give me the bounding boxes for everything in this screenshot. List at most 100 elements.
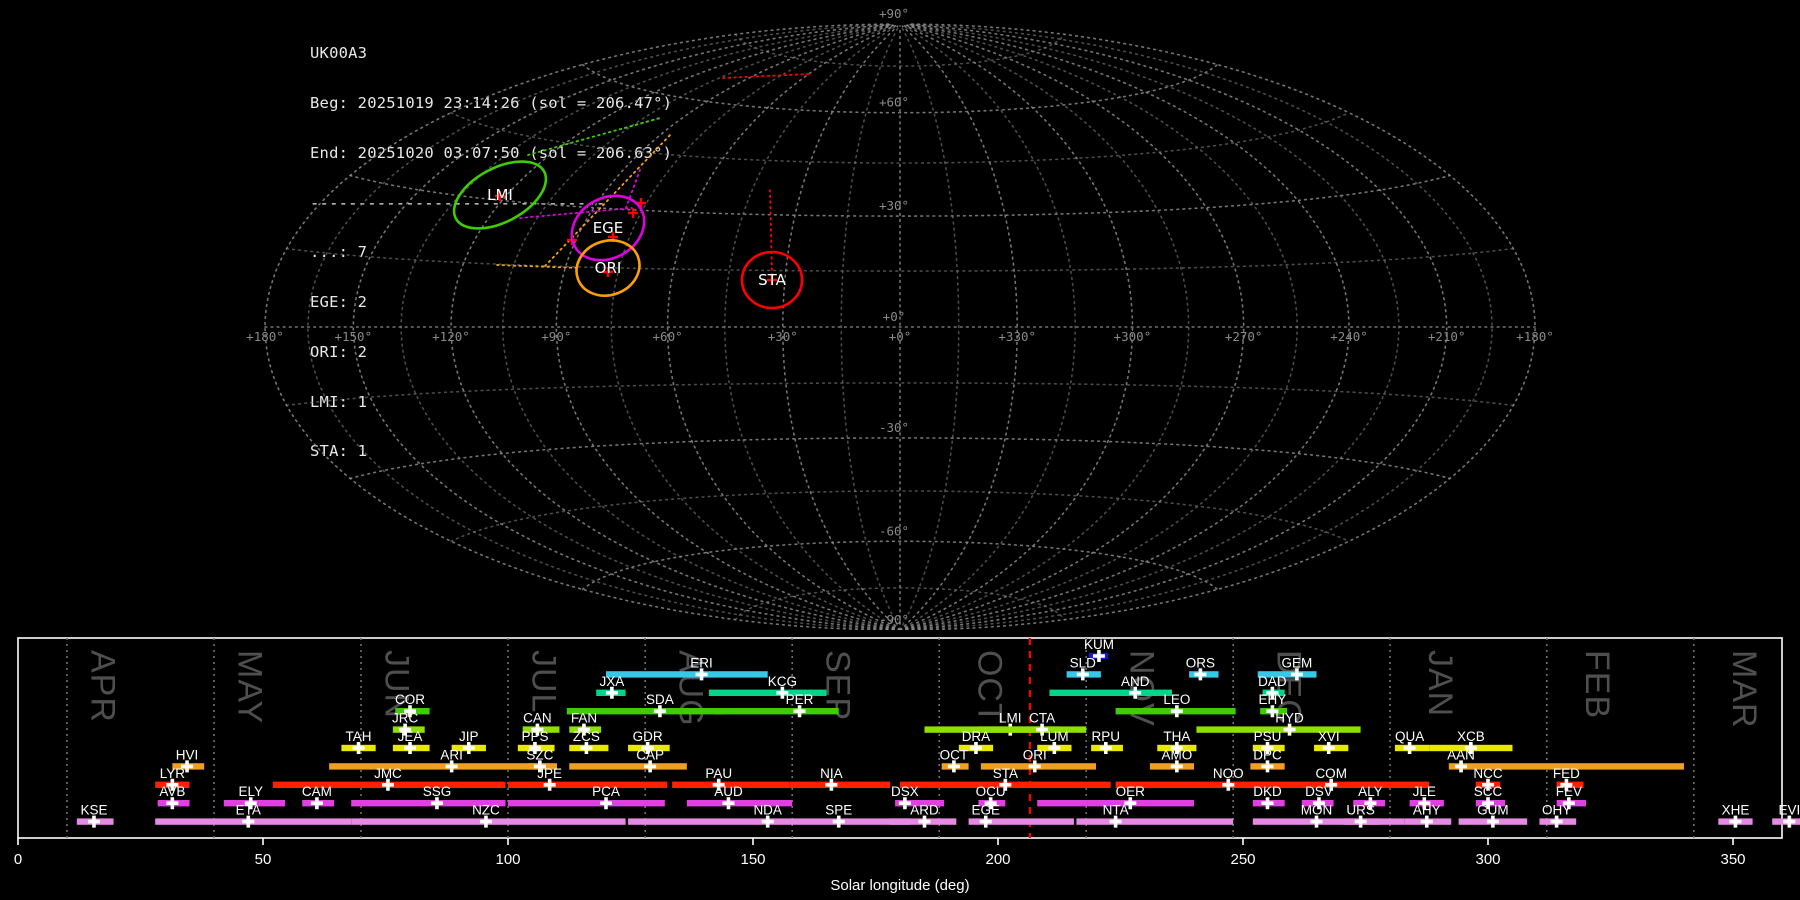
shower-pps[interactable]: PPS (517, 729, 555, 754)
shower-ege[interactable]: EGE (968, 803, 1074, 828)
shower-kum[interactable]: KUM (1084, 637, 1114, 662)
shower-bar[interactable] (924, 726, 1087, 733)
shower-dsv[interactable]: DSV (1301, 784, 1334, 810)
sky-map[interactable]: +180° +150° +120° +90° +60° +30° +0° +330° +300°… (0, 0, 1800, 630)
shower-bar[interactable] (968, 818, 1074, 825)
shower-cta[interactable]: CTA (924, 711, 1087, 736)
shower-szc[interactable]: SZC (526, 747, 557, 773)
shower-can[interactable]: CAN (522, 711, 560, 736)
shower-jmc[interactable]: JMC (272, 766, 506, 791)
shower-bar[interactable] (1196, 726, 1361, 733)
shower-ahy[interactable]: AHY (1404, 803, 1452, 828)
shower-jxa[interactable]: JXA (596, 674, 626, 699)
shower-noo[interactable]: NOO (1115, 766, 1312, 791)
radiant-ellipse[interactable] (740, 250, 804, 310)
shower-tha[interactable]: THA (1157, 729, 1197, 754)
shower-nta[interactable]: NTA (1076, 803, 1234, 828)
shower-per[interactable]: PER (713, 692, 839, 718)
shower-bar[interactable] (708, 689, 827, 696)
shower-rpu[interactable]: RPU (1091, 729, 1123, 754)
shower-xvi[interactable]: XVI (1314, 729, 1349, 754)
shower-nzc[interactable]: NZC (351, 803, 626, 828)
shower-hvi[interactable]: HVI (172, 747, 205, 773)
shower-jea[interactable]: JEA (392, 729, 430, 754)
shower-urs[interactable]: URS (1343, 803, 1381, 828)
shower-bar[interactable] (1049, 689, 1172, 696)
shower-fed[interactable]: FED (1553, 766, 1584, 791)
shower-ocu[interactable]: OCU (976, 784, 1006, 810)
shower-ncc[interactable]: NCC (1473, 766, 1503, 791)
shower-amo[interactable]: AMO (1149, 747, 1194, 773)
shower-bar[interactable] (508, 800, 665, 807)
shower-bar[interactable] (569, 763, 687, 770)
shower-sld[interactable]: SLD (1066, 655, 1101, 681)
shower-fan[interactable]: FAN (569, 711, 602, 736)
shower-leo[interactable]: LEO (1115, 692, 1236, 718)
shower-bar[interactable] (566, 708, 724, 715)
shower-com[interactable]: COM (1311, 766, 1430, 791)
shower-nia[interactable]: NIA (789, 766, 891, 791)
shower-activity-chart[interactable]: APR MAY JUN JUL AUG SEP OCT NOV DEC JAN FEB MAR KUM E… (0, 632, 1800, 900)
shower-eta[interactable]: ETA (155, 803, 352, 828)
shower-bar[interactable] (713, 708, 839, 715)
shower-aan[interactable]: AAN (1447, 747, 1684, 773)
shower-aud[interactable]: AUD (686, 784, 793, 810)
radiant-ege[interactable] (560, 183, 656, 273)
shower-bar[interactable] (686, 800, 793, 807)
shower-pau[interactable]: PAU (672, 766, 790, 791)
shower-eri[interactable]: ERI (606, 655, 768, 681)
shower-bar[interactable] (628, 818, 802, 825)
shower-sta[interactable]: STA (900, 766, 1111, 791)
shower-jip[interactable]: JIP (451, 729, 486, 754)
shower-kcg[interactable]: KCG (708, 674, 827, 699)
shower-nda[interactable]: NDA (628, 803, 802, 828)
shower-bar[interactable] (508, 781, 668, 788)
shower-bar[interactable] (329, 763, 550, 770)
shower-sda[interactable]: SDA (566, 692, 724, 718)
radiant-ori[interactable] (569, 232, 648, 305)
shower-dkd[interactable]: DKD (1252, 784, 1285, 810)
shower-evi[interactable]: EVI (1772, 803, 1800, 828)
shower-kse[interactable]: KSE (76, 803, 114, 828)
shower-aly[interactable]: ALY (1353, 784, 1386, 810)
shower-bar[interactable] (1252, 818, 1405, 825)
shower-pca[interactable]: PCA (508, 784, 665, 810)
shower-avb[interactable]: AVB (157, 784, 190, 810)
shower-xcb[interactable]: XCB (1429, 729, 1513, 754)
shower-bar[interactable] (606, 671, 768, 678)
shower-ssg[interactable]: SSG (351, 784, 506, 810)
shower-mon[interactable]: MON (1252, 803, 1405, 828)
shower-bar[interactable] (1257, 671, 1317, 678)
shower-jrc[interactable]: JRC (392, 711, 425, 736)
shower-cap[interactable]: CAP (569, 747, 687, 773)
shower-qua[interactable]: QUA (1394, 729, 1430, 754)
shower-bar[interactable] (1037, 800, 1194, 807)
radiant-ellipse[interactable] (443, 148, 557, 243)
shower-cam[interactable]: CAM (302, 784, 335, 810)
shower-psu[interactable]: PSU (1252, 729, 1285, 754)
shower-dpc[interactable]: DPC (1250, 747, 1285, 773)
shower-fev[interactable]: FEV (1556, 784, 1586, 810)
shower-ehy[interactable]: EHY (1259, 692, 1288, 718)
shower-dad[interactable]: DAD (1258, 674, 1287, 699)
shower-gum[interactable]: GUM (1458, 803, 1528, 828)
shower-bar[interactable] (802, 818, 910, 825)
radiant-ellipse[interactable] (569, 232, 648, 305)
shower-oer[interactable]: OER (1037, 784, 1194, 810)
shower-cor[interactable]: COR (395, 692, 430, 718)
shower-bar[interactable] (1115, 781, 1312, 788)
shower-gem[interactable]: GEM (1257, 655, 1317, 681)
shower-ard[interactable]: ARD (890, 803, 957, 828)
shower-bar[interactable] (1448, 763, 1684, 770)
shower-bar[interactable] (672, 781, 790, 788)
shower-lum[interactable]: LUM (1037, 729, 1072, 754)
shower-ori[interactable]: ORI (980, 747, 1096, 773)
shower-jpe[interactable]: JPE (508, 766, 668, 791)
shower-and[interactable]: AND (1049, 674, 1172, 699)
shower-dra[interactable]: DRA (958, 729, 994, 754)
shower-ely[interactable]: ELY (223, 784, 286, 810)
radiant-lmi[interactable] (443, 148, 557, 243)
shower-bar[interactable] (1076, 818, 1234, 825)
shower-scc[interactable]: SCC (1474, 784, 1506, 810)
shower-ohy[interactable]: OHY (1539, 803, 1577, 828)
